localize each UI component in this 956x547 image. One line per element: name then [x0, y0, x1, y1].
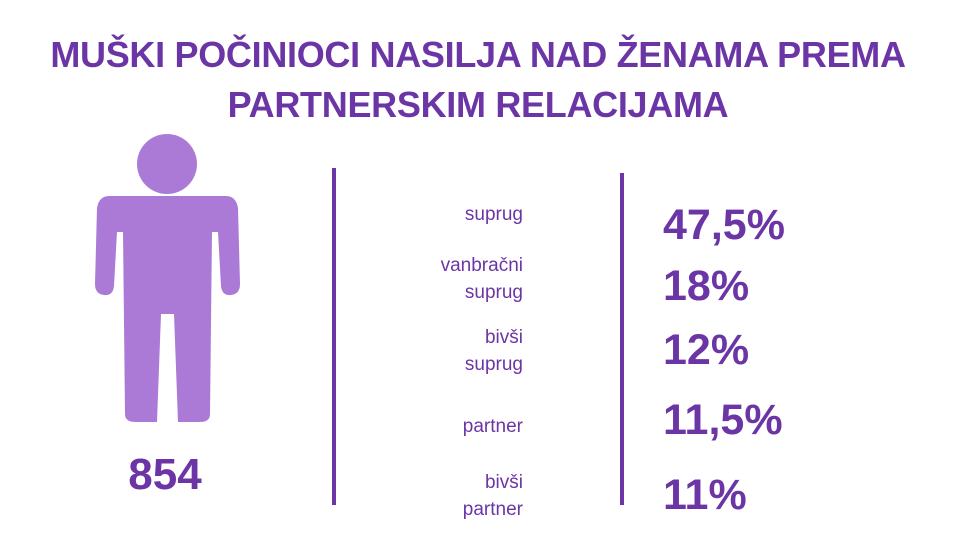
category-label: bivši suprug — [323, 324, 523, 378]
category-label-line: suprug — [464, 282, 523, 303]
percentage-value: 12% — [663, 326, 750, 374]
category-label: vanbračni suprug — [323, 252, 523, 306]
right-divider — [620, 173, 624, 505]
percentage-value: 11% — [663, 471, 747, 519]
total-count: 854 — [128, 450, 202, 499]
person-body — [95, 196, 240, 422]
category-label: partner — [323, 413, 523, 440]
page-title: MUŠKI POČINIOCI NASILJA NAD ŽENAMA PREMA… — [0, 30, 956, 130]
category-label-line: suprug — [464, 354, 523, 375]
category-label-line: suprug — [464, 204, 523, 225]
category-label: bivši partner — [323, 469, 523, 523]
left-divider — [332, 168, 336, 505]
category-label: suprug — [323, 201, 523, 228]
category-label-line: vanbračni — [440, 255, 523, 276]
percentage-value: 11,5% — [663, 396, 783, 444]
person-icon — [95, 134, 240, 422]
title-line-2: PARTNERSKIM RELACIJAMA — [227, 84, 729, 125]
title-line-1: MUŠKI POČINIOCI NASILJA NAD ŽENAMA PREMA — [50, 34, 906, 75]
percentage-value: 18% — [663, 262, 750, 310]
person-head — [137, 134, 197, 194]
category-label-line: partner — [462, 499, 523, 520]
percentage-value: 47,5% — [663, 201, 785, 249]
category-label-line: bivši — [484, 472, 523, 493]
category-label-line: partner — [462, 416, 523, 437]
category-label-line: bivši — [484, 327, 523, 348]
